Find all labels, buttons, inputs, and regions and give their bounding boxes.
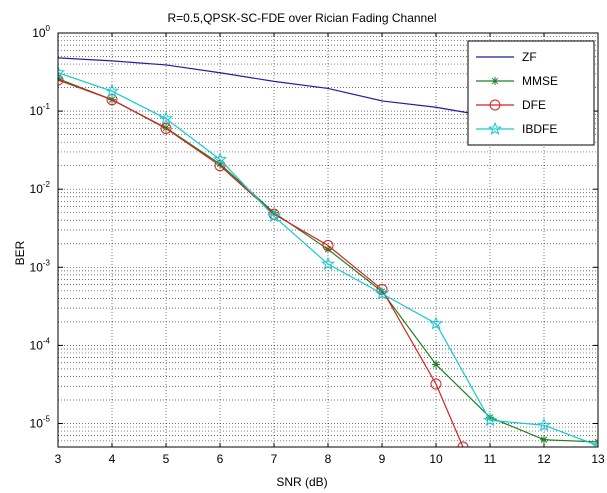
data-point-ibdfe [536, 417, 552, 432]
y-tick-label: 10-1 [30, 102, 51, 118]
y-tick-label: 100 [32, 24, 50, 40]
series-layer [58, 57, 598, 447]
data-point-dfe [106, 94, 118, 106]
legend-marker-ibdfe [487, 121, 503, 136]
data-point-dfe [160, 122, 172, 134]
data-point-mmse [216, 160, 224, 169]
legend-box [467, 40, 595, 146]
legend-label-dfe: DFE [522, 98, 546, 112]
data-point-ibdfe [590, 438, 598, 447]
y-tick-label: 10-5 [30, 414, 51, 430]
x-tick-label: 3 [55, 452, 62, 466]
legend-marker-dfe [489, 99, 501, 111]
legend: ZF MMSE DFE IBDFE [467, 40, 595, 146]
data-point-dfe [322, 240, 334, 252]
data-point-dfe [376, 283, 388, 295]
y-tick-label: 10-4 [30, 336, 51, 352]
data-point-mmse [486, 413, 494, 422]
x-tick-label: 12 [537, 452, 551, 466]
x-tick-label: 5 [163, 452, 170, 466]
x-tick-label: 10 [429, 452, 443, 466]
data-point-dfe [214, 160, 226, 172]
axes-box [57, 32, 599, 448]
data-point-mmse [540, 435, 548, 444]
y-tick-label: 10-3 [30, 258, 51, 274]
series-line-dfe [58, 79, 464, 447]
data-point-ibdfe [428, 316, 444, 330]
x-tick-label: 6 [217, 452, 224, 466]
data-point-mmse [270, 208, 278, 217]
legend-label-zf: ZF [522, 50, 537, 64]
data-point-ibdfe [212, 152, 228, 166]
data-point-ibdfe [266, 208, 282, 223]
y-tick-label: 10-2 [30, 180, 51, 196]
data-point-ibdfe [58, 65, 66, 79]
chart-title: R=0.5,QPSK-SC-FDE over Rician Fading Cha… [167, 11, 436, 25]
series-line-zf [58, 57, 491, 118]
data-point-dfe [457, 441, 469, 447]
x-tick-label: 7 [271, 452, 278, 466]
data-point-ibdfe [158, 111, 174, 125]
data-point-ibdfe [482, 412, 498, 427]
x-tick-label: 13 [591, 452, 605, 466]
data-point-ibdfe [374, 286, 390, 300]
x-tick-label: 4 [109, 452, 116, 466]
data-point-dfe [430, 378, 442, 390]
x-tick-label: 8 [325, 452, 332, 466]
series-line-ibdfe [58, 72, 598, 447]
legend-label-mmse: MMSE [522, 74, 558, 88]
plot-area: 3 4 5 6 7 8 9 10 11 12 13 100 10-1 10-2 10-3 10-4 10-5 ZF… [30, 24, 605, 466]
data-point-ibdfe [104, 83, 120, 98]
x-tick-label: 11 [484, 452, 497, 466]
y-axis-label: BER [13, 240, 27, 265]
x-axis-label: SNR (dB) [276, 475, 327, 489]
x-tick-label: 9 [379, 452, 386, 466]
data-point-mmse [432, 360, 440, 369]
legend-marker-mmse [491, 77, 499, 85]
data-point-mmse [324, 245, 332, 254]
legend-label-ibdfe: IBDFE [522, 122, 557, 136]
data-point-mmse [378, 287, 386, 296]
data-point-dfe [58, 74, 64, 86]
data-point-ibdfe [320, 256, 336, 271]
